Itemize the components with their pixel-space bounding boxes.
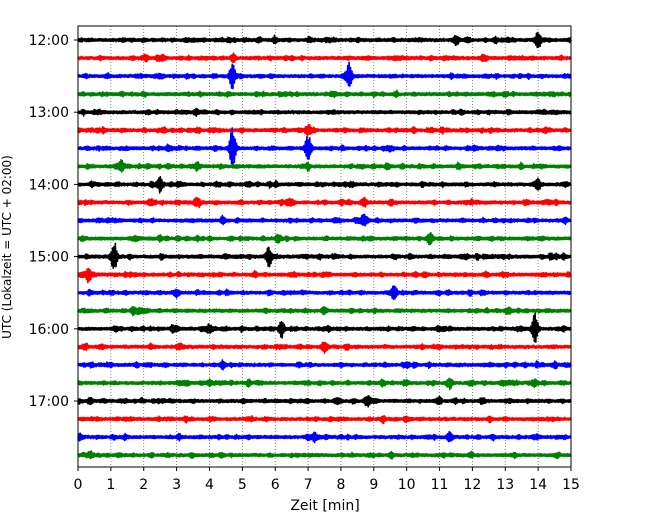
x-tick-label: 2 — [139, 477, 148, 493]
x-tick-label: 4 — [205, 477, 214, 493]
trace-line — [77, 61, 572, 90]
trace-line — [77, 127, 572, 168]
trace-line — [77, 430, 572, 444]
y-tick-label: 17:00 — [29, 394, 69, 410]
trace-line — [77, 213, 572, 227]
x-tick-label: 14 — [529, 477, 547, 493]
trace-line — [77, 415, 572, 425]
trace-line — [77, 359, 572, 371]
x-tick-label: 15 — [562, 477, 580, 493]
trace-line — [77, 377, 572, 391]
x-tick-label: 8 — [336, 477, 345, 493]
x-tick-label: 12 — [463, 477, 481, 493]
x-tick-label: 0 — [74, 477, 83, 493]
x-tick-label: 6 — [271, 477, 280, 493]
seismic-traces — [77, 31, 572, 460]
y-axis-label: UTC (Lokalzeit = UTC + 02:00) — [0, 155, 14, 339]
x-tick-label: 1 — [106, 477, 115, 493]
x-tick-label: 7 — [304, 477, 313, 493]
trace-line — [77, 341, 572, 354]
trace-line — [77, 107, 572, 118]
trace-line — [77, 242, 572, 269]
x-tick-label: 9 — [369, 477, 378, 493]
trace-line — [77, 285, 572, 301]
trace-line — [77, 450, 572, 460]
y-tick-label: 12:00 — [29, 33, 69, 49]
trace-line — [77, 267, 572, 284]
y-tick-label: 15:00 — [29, 250, 69, 266]
trace-line — [77, 52, 572, 64]
trace-line — [77, 158, 572, 173]
x-axis: 0 1 2 3 4 5 6 7 8 9 10 11 12 13 14 15 — [74, 467, 580, 493]
y-tick-label: 13:00 — [29, 105, 69, 121]
x-tick-label: 11 — [431, 477, 449, 493]
y-tick-label: 14:00 — [29, 177, 69, 193]
trace-line — [77, 196, 572, 209]
y-tick-label: 16:00 — [29, 322, 69, 338]
y-axis: 12:00 13:00 14:00 15:00 16:00 17:00 — [29, 33, 78, 410]
x-tick-label: 5 — [238, 477, 247, 493]
x-tick-label: 10 — [398, 477, 416, 493]
trace-line — [77, 89, 572, 99]
trace-line — [77, 312, 572, 343]
trace-line — [77, 305, 572, 317]
trace-line — [77, 395, 572, 408]
trace-line — [77, 31, 572, 49]
trace-line — [77, 175, 572, 194]
x-tick-label: 13 — [496, 477, 514, 493]
x-tick-label: 3 — [172, 477, 181, 493]
plot-frame — [77, 25, 572, 468]
trace-line — [77, 123, 572, 137]
trace-line — [77, 231, 572, 246]
x-axis-label: Zeit [min] — [290, 498, 359, 514]
